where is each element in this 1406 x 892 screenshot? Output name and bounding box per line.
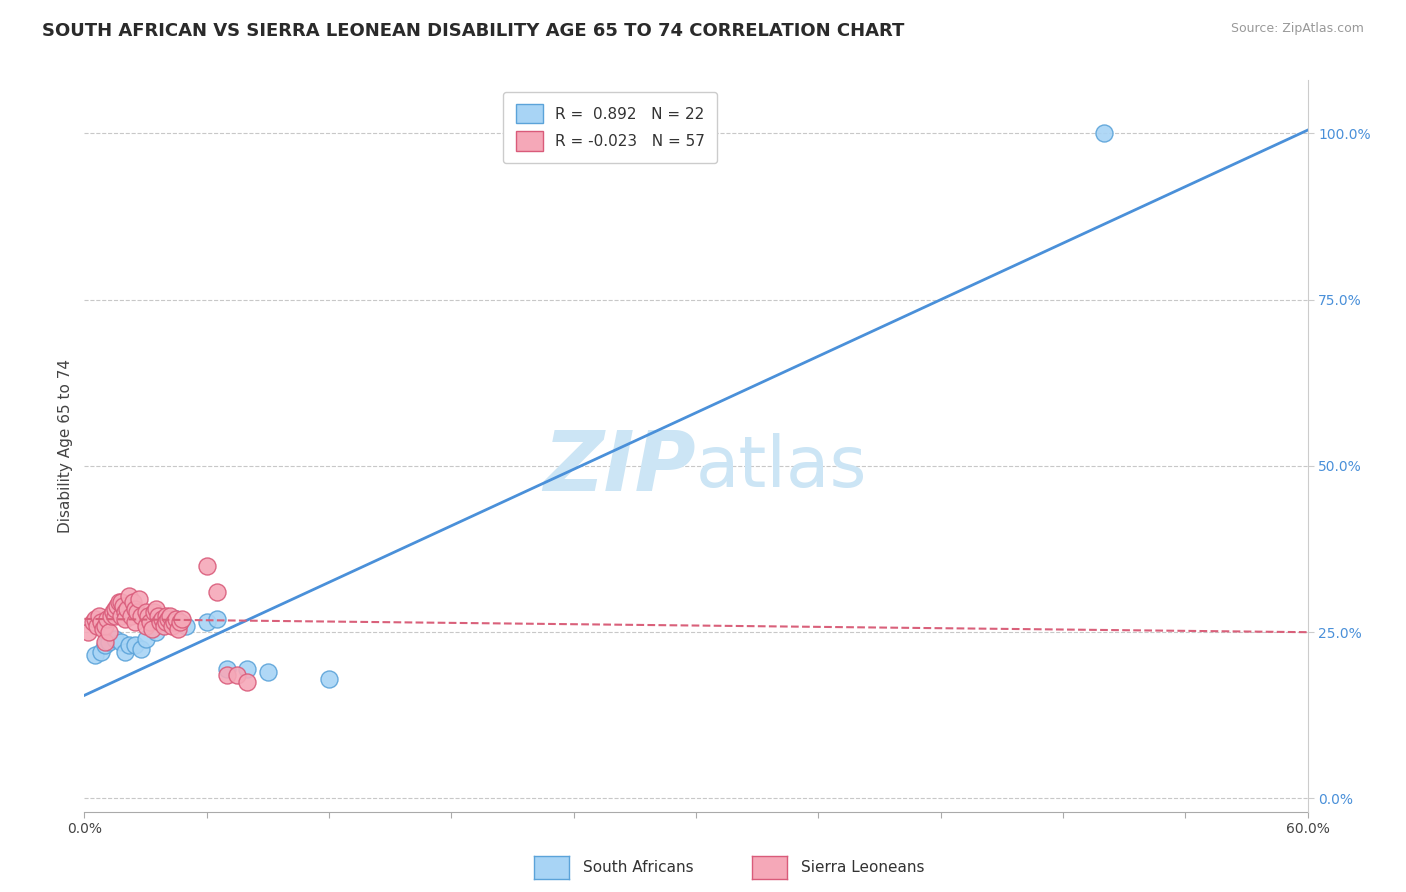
Point	[115, 602, 138, 616]
Point	[131, 641, 153, 656]
Y-axis label: Disability Age 65 to 74: Disability Age 65 to 74	[58, 359, 73, 533]
Point	[93, 639, 117, 653]
Point	[195, 615, 218, 630]
Point	[127, 605, 149, 619]
Point	[236, 662, 259, 676]
Point	[122, 595, 145, 609]
Point	[155, 615, 177, 630]
Point	[93, 635, 117, 649]
Point	[1092, 127, 1115, 141]
Point	[141, 622, 163, 636]
Point	[108, 595, 131, 609]
Point	[131, 608, 153, 623]
Point	[156, 612, 179, 626]
Point	[82, 615, 104, 630]
Point	[105, 599, 128, 613]
Point	[153, 618, 176, 632]
Point	[135, 618, 157, 632]
Point	[86, 618, 108, 632]
Point	[167, 622, 190, 636]
Point	[165, 612, 187, 626]
Point	[155, 608, 177, 623]
Point	[135, 632, 157, 646]
Point	[318, 672, 340, 686]
Point	[136, 608, 159, 623]
Point	[90, 615, 112, 630]
Point	[114, 612, 136, 626]
Point	[114, 645, 136, 659]
Point	[195, 558, 218, 573]
Point	[120, 608, 142, 623]
Point	[110, 595, 132, 609]
Point	[135, 605, 157, 619]
Point	[159, 608, 181, 623]
Point	[146, 608, 169, 623]
Text: Source: ZipAtlas.com: Source: ZipAtlas.com	[1230, 22, 1364, 36]
Point	[145, 625, 167, 640]
Point	[104, 602, 127, 616]
Point	[149, 615, 172, 630]
Point	[145, 602, 167, 616]
Point	[205, 585, 228, 599]
Point	[205, 612, 228, 626]
Point	[83, 648, 105, 663]
Point	[104, 608, 127, 623]
Point	[118, 639, 141, 653]
Point	[124, 615, 146, 630]
Point	[257, 665, 280, 679]
Point	[236, 675, 259, 690]
Point	[93, 618, 117, 632]
Point	[97, 625, 120, 640]
Point	[110, 608, 132, 623]
Point	[112, 599, 135, 613]
Point	[217, 662, 239, 676]
Point	[128, 591, 150, 606]
Point	[217, 668, 239, 682]
Text: South Africans: South Africans	[583, 861, 695, 875]
Point	[176, 618, 198, 632]
Point	[97, 635, 120, 649]
Point	[101, 605, 124, 619]
Point	[160, 618, 183, 632]
Point	[163, 615, 186, 630]
Point	[169, 615, 191, 630]
Point	[172, 612, 194, 626]
Point	[90, 645, 112, 659]
Point	[118, 589, 141, 603]
Point	[142, 605, 165, 619]
Point	[165, 612, 187, 626]
Point	[124, 639, 146, 653]
Text: ZIP: ZIP	[543, 427, 696, 508]
Point	[138, 615, 160, 630]
Point	[104, 632, 127, 646]
Text: Sierra Leoneans: Sierra Leoneans	[801, 861, 925, 875]
Point	[114, 605, 136, 619]
Text: SOUTH AFRICAN VS SIERRA LEONEAN DISABILITY AGE 65 TO 74 CORRELATION CHART: SOUTH AFRICAN VS SIERRA LEONEAN DISABILI…	[42, 22, 904, 40]
Point	[150, 612, 173, 626]
Legend: R =  0.892   N = 22, R = -0.023   N = 57: R = 0.892 N = 22, R = -0.023 N = 57	[503, 92, 717, 163]
Text: atlas: atlas	[696, 434, 868, 502]
Point	[87, 608, 110, 623]
Point	[110, 635, 132, 649]
Point	[155, 615, 177, 630]
Point	[83, 612, 105, 626]
Point	[96, 612, 118, 626]
Point	[77, 625, 100, 640]
Point	[91, 622, 114, 636]
Point	[124, 602, 146, 616]
Point	[100, 608, 122, 623]
Point	[226, 668, 249, 682]
